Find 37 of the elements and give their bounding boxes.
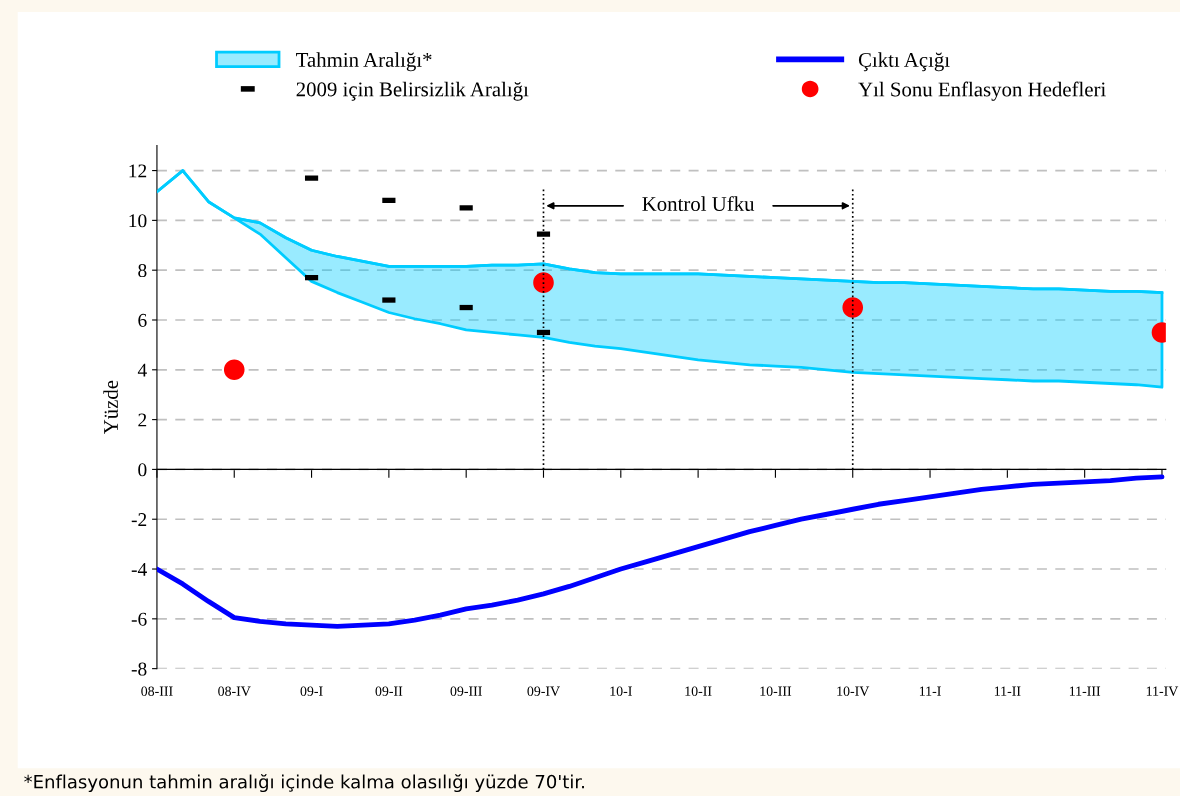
x-tick-label: 09-IV (527, 686, 560, 696)
x-tick-label: 11-I (919, 686, 941, 696)
point (842, 297, 864, 318)
x-tick-label: 10-III (760, 686, 792, 696)
y-tick-label: 8 (138, 264, 147, 278)
x-tick-label: 09-I (300, 686, 323, 696)
y-tick-label: 12 (129, 164, 147, 178)
x-tick-label: 08-III (141, 686, 173, 696)
line-series (156, 474, 1165, 629)
x-tick-label: 11-II (994, 686, 1021, 696)
y-tick-label: 4 (137, 363, 147, 377)
legend-label: 2009 için Belirsizlik Aralığı (296, 81, 529, 101)
line-series (156, 169, 1164, 294)
point (533, 272, 554, 293)
text: *Enflasyonun tahmin aralığı içinde kalma olasılığı yüzde 70'tir. (24, 774, 584, 793)
y-tick-label: -6 (131, 612, 147, 626)
legend-label: Tahmin Aralığı* (296, 52, 432, 72)
x-tick-label: 11-III (1069, 686, 1101, 696)
y-tick-label: -4 (131, 562, 147, 576)
x-tick-label: 09-III (450, 686, 482, 696)
y-tick-label: 10 (129, 214, 147, 228)
point (223, 359, 245, 381)
y-tick-label: -2 (131, 513, 147, 526)
x-tick-label: 11-IV (1146, 686, 1179, 696)
legend-label: Çıktı Açığı (858, 52, 950, 72)
y-axis-title: Yüzde (103, 380, 118, 435)
y-tick-label: 6 (138, 313, 147, 327)
x-tick-label: 10-I (610, 686, 632, 696)
x-tick-label: 10-IV (837, 686, 870, 696)
x-tick-label: 09-II (375, 686, 403, 696)
legend-label: Yıl Sonu Enflasyon Hedefleri (858, 81, 1106, 101)
y-tick-label: -8 (131, 662, 147, 676)
x-tick-label: 08-IV (218, 686, 251, 696)
y-tick-label: 2 (138, 413, 147, 427)
x-tick-label: 10-II (685, 686, 712, 696)
annotation: Kontrol Ufku (642, 196, 755, 212)
y-tick-label: 0 (138, 463, 147, 477)
